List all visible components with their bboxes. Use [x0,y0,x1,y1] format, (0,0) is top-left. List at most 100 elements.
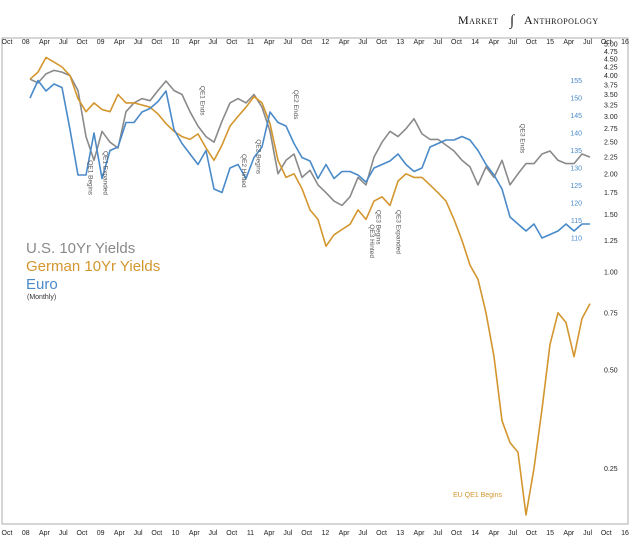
x-tick-top-label: Jul [283,39,292,46]
annotation-label: QE3 Expanded [395,210,402,254]
x-tick-top-label: 16 [621,39,629,46]
y-left-tick-label: 0.50 [604,368,618,375]
series-line-german-10yr-yields [29,56,591,516]
x-tick-top-label: Apr [189,39,201,46]
x-tick-bottom-label: Jul [59,530,68,537]
x-tick-top-label: 08 [22,39,30,46]
x-tick-top-label: Jul [508,39,517,46]
x-tick-top-label: Oct [601,39,612,46]
x-tick-bottom-label: Jul [283,530,292,537]
x-tick-bottom-label: Jul [508,530,517,537]
x-tick-top-label: Apr [488,39,500,46]
y-left-tick-label: 4.25 [604,65,618,72]
x-tick-top-label: 13 [396,39,404,46]
plot-frame [1,37,629,525]
x-tick-top-label: Oct [151,39,162,46]
x-tick-bottom-label: Oct [376,530,387,537]
x-tick-bottom-label: Jul [433,530,442,537]
x-tick-top-label: Jul [358,39,367,46]
annotation-label: QE3 Ends [519,124,526,154]
legend-eu: Euro [26,276,58,293]
x-tick-bottom-label: 16 [621,530,629,537]
x-tick-bottom-label: 09 [97,530,105,537]
y-right-tick-label: 115 [571,218,582,225]
brand-symbol-icon: ∫ [509,13,516,29]
x-tick-bottom-label: Apr [189,530,201,537]
x-tick-top-label: Apr [339,39,351,46]
x-tick-top-label: Oct [226,39,237,46]
x-tick-top-label: Apr [414,39,426,46]
annotation-label: QE3 Begins [375,210,382,245]
x-tick-top-label: 09 [97,39,105,46]
x-tick-bottom-label: 13 [396,530,404,537]
x-tick-bottom-label: Apr [39,530,51,537]
x-tick-bottom-label: Oct [526,530,537,537]
y-right-tick-label: 155 [570,78,582,85]
x-tick-bottom-label: Apr [563,530,575,537]
x-tick-bottom-label: 10 [172,530,180,537]
annotation-label: EU QE1 Begins [453,492,503,499]
y-right-tick-label: 150 [570,96,582,103]
series-line-euro [29,79,590,239]
y-right-tick-label: 140 [570,131,582,138]
x-tick-top-label: Jul [59,39,68,46]
y-left-tick-label: 2.50 [604,140,618,147]
x-tick-bottom-label: Apr [264,530,276,537]
x-tick-top-label: Oct [2,39,13,46]
x-tick-bottom-label: 08 [22,530,30,537]
x-tick-bottom-label: Jul [209,530,218,537]
y-left-tick-label: 0.75 [604,310,618,317]
y-axis-right-ticks: 155 150 145 140 135 130 125 120 115 110 [570,78,582,243]
series-line-u-s-10yr-yields [29,69,591,207]
y-left-tick-label: 4.00 [604,73,618,80]
annotation-label: QE1 Ends [199,86,206,116]
x-tick-bottom-label: Apr [339,530,351,537]
annotation-group: QE1 Begins QE1 Expanded QE1 Ends QE2 Hinted… [87,86,526,499]
x-tick-top-label: Oct [301,39,312,46]
x-tick-bottom-label: 14 [471,530,479,537]
x-tick-top-label: Oct [526,39,537,46]
annotation-label: QE1 Expanded [101,151,108,195]
x-tick-bottom-label: Apr [114,530,126,537]
x-tick-bottom-label: Apr [488,530,500,537]
x-tick-top-label: Apr [39,39,51,46]
x-tick-top-label: Oct [376,39,387,46]
x-tick-top-label: 10 [172,39,180,46]
annotation-label: QE1 Begins [87,160,94,195]
x-tick-bottom-label: 15 [546,530,554,537]
y-axis-left-ticks: 5.004.754.50 4.254.00 3.75 3.50 3.25 3.00 2.75… [604,42,618,473]
y-left-tick-label: 3.75 [604,82,618,89]
annotation-label: QE2 Ends [292,90,299,120]
y-left-tick-label: 3.25 [604,103,618,110]
y-right-tick-label: 130 [570,166,582,173]
annotation-label: QE2 Begins [255,139,262,174]
y-right-tick-label: 145 [570,113,582,120]
y-right-tick-label: 110 [571,236,582,243]
x-axis-top-ticks: Oct 08 Apr Jul Oct 09 Apr Jul Oct 10 Apr Jul Oct 11 Ap… [2,39,629,46]
y-left-tick-label: 3.50 [604,92,618,99]
y-left-tick-label: 1.00 [604,270,618,277]
y-right-tick-label: 135 [570,148,582,155]
x-tick-bottom-label: Oct [301,530,312,537]
y-left-tick-label: 3.00 [604,114,618,121]
x-tick-bottom-label: Oct [601,530,612,537]
x-tick-bottom-label: 11 [247,530,254,537]
x-tick-bottom-label: Oct [2,530,13,537]
legend-de: German 10Yr Yields [26,258,160,275]
x-tick-bottom-label: Oct [451,530,462,537]
y-left-tick-label: 4.50 [604,56,618,63]
y-left-tick-label: 2.75 [604,126,618,133]
x-tick-top-label: 15 [546,39,554,46]
x-tick-bottom-label: Oct [151,530,162,537]
x-tick-top-label: Jul [134,39,143,46]
x-tick-bottom-label: Oct [76,530,87,537]
y-right-tick-label: 120 [570,201,582,208]
x-tick-top-label: Jul [583,39,592,46]
y-left-tick-label: 1.50 [604,212,618,219]
y-left-tick-label: 4.75 [604,49,618,56]
x-tick-bottom-label: Apr [414,530,426,537]
y-left-tick-label: 2.00 [604,171,618,178]
y-left-tick-label: 5.00 [604,42,618,49]
